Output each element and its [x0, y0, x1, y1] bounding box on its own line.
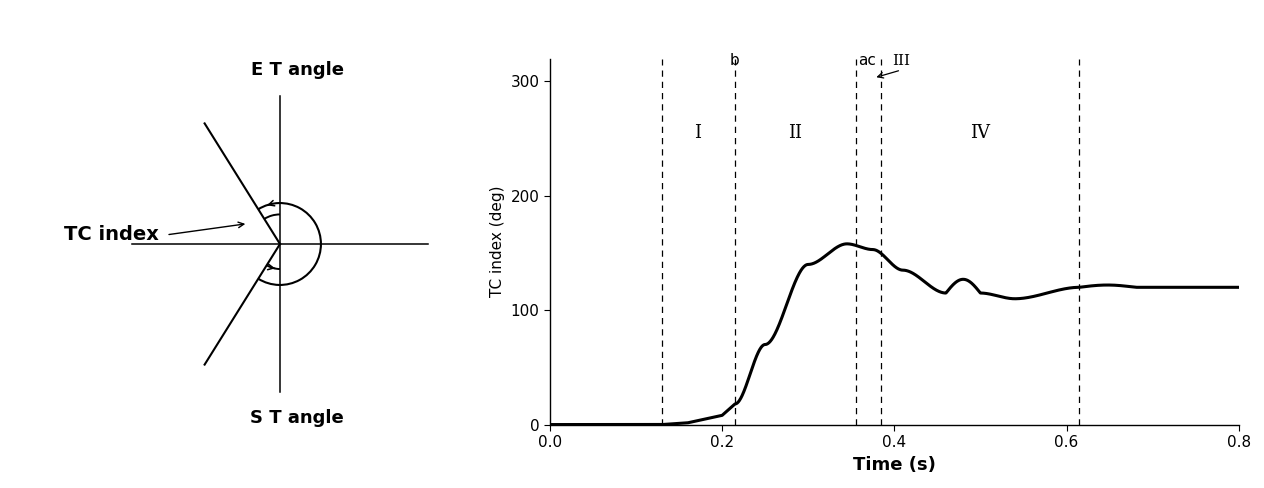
Text: III: III [892, 54, 910, 68]
X-axis label: Time (s): Time (s) [853, 455, 935, 473]
Text: E T angle: E T angle [250, 61, 344, 79]
Text: b: b [731, 53, 739, 68]
Text: I: I [694, 124, 702, 142]
Text: S T angle: S T angle [250, 409, 344, 427]
Y-axis label: TC index (deg): TC index (deg) [490, 186, 504, 297]
Text: II: II [789, 124, 803, 142]
Text: ac: ac [858, 53, 876, 68]
Text: TC index: TC index [64, 225, 159, 244]
Text: IV: IV [971, 124, 991, 142]
